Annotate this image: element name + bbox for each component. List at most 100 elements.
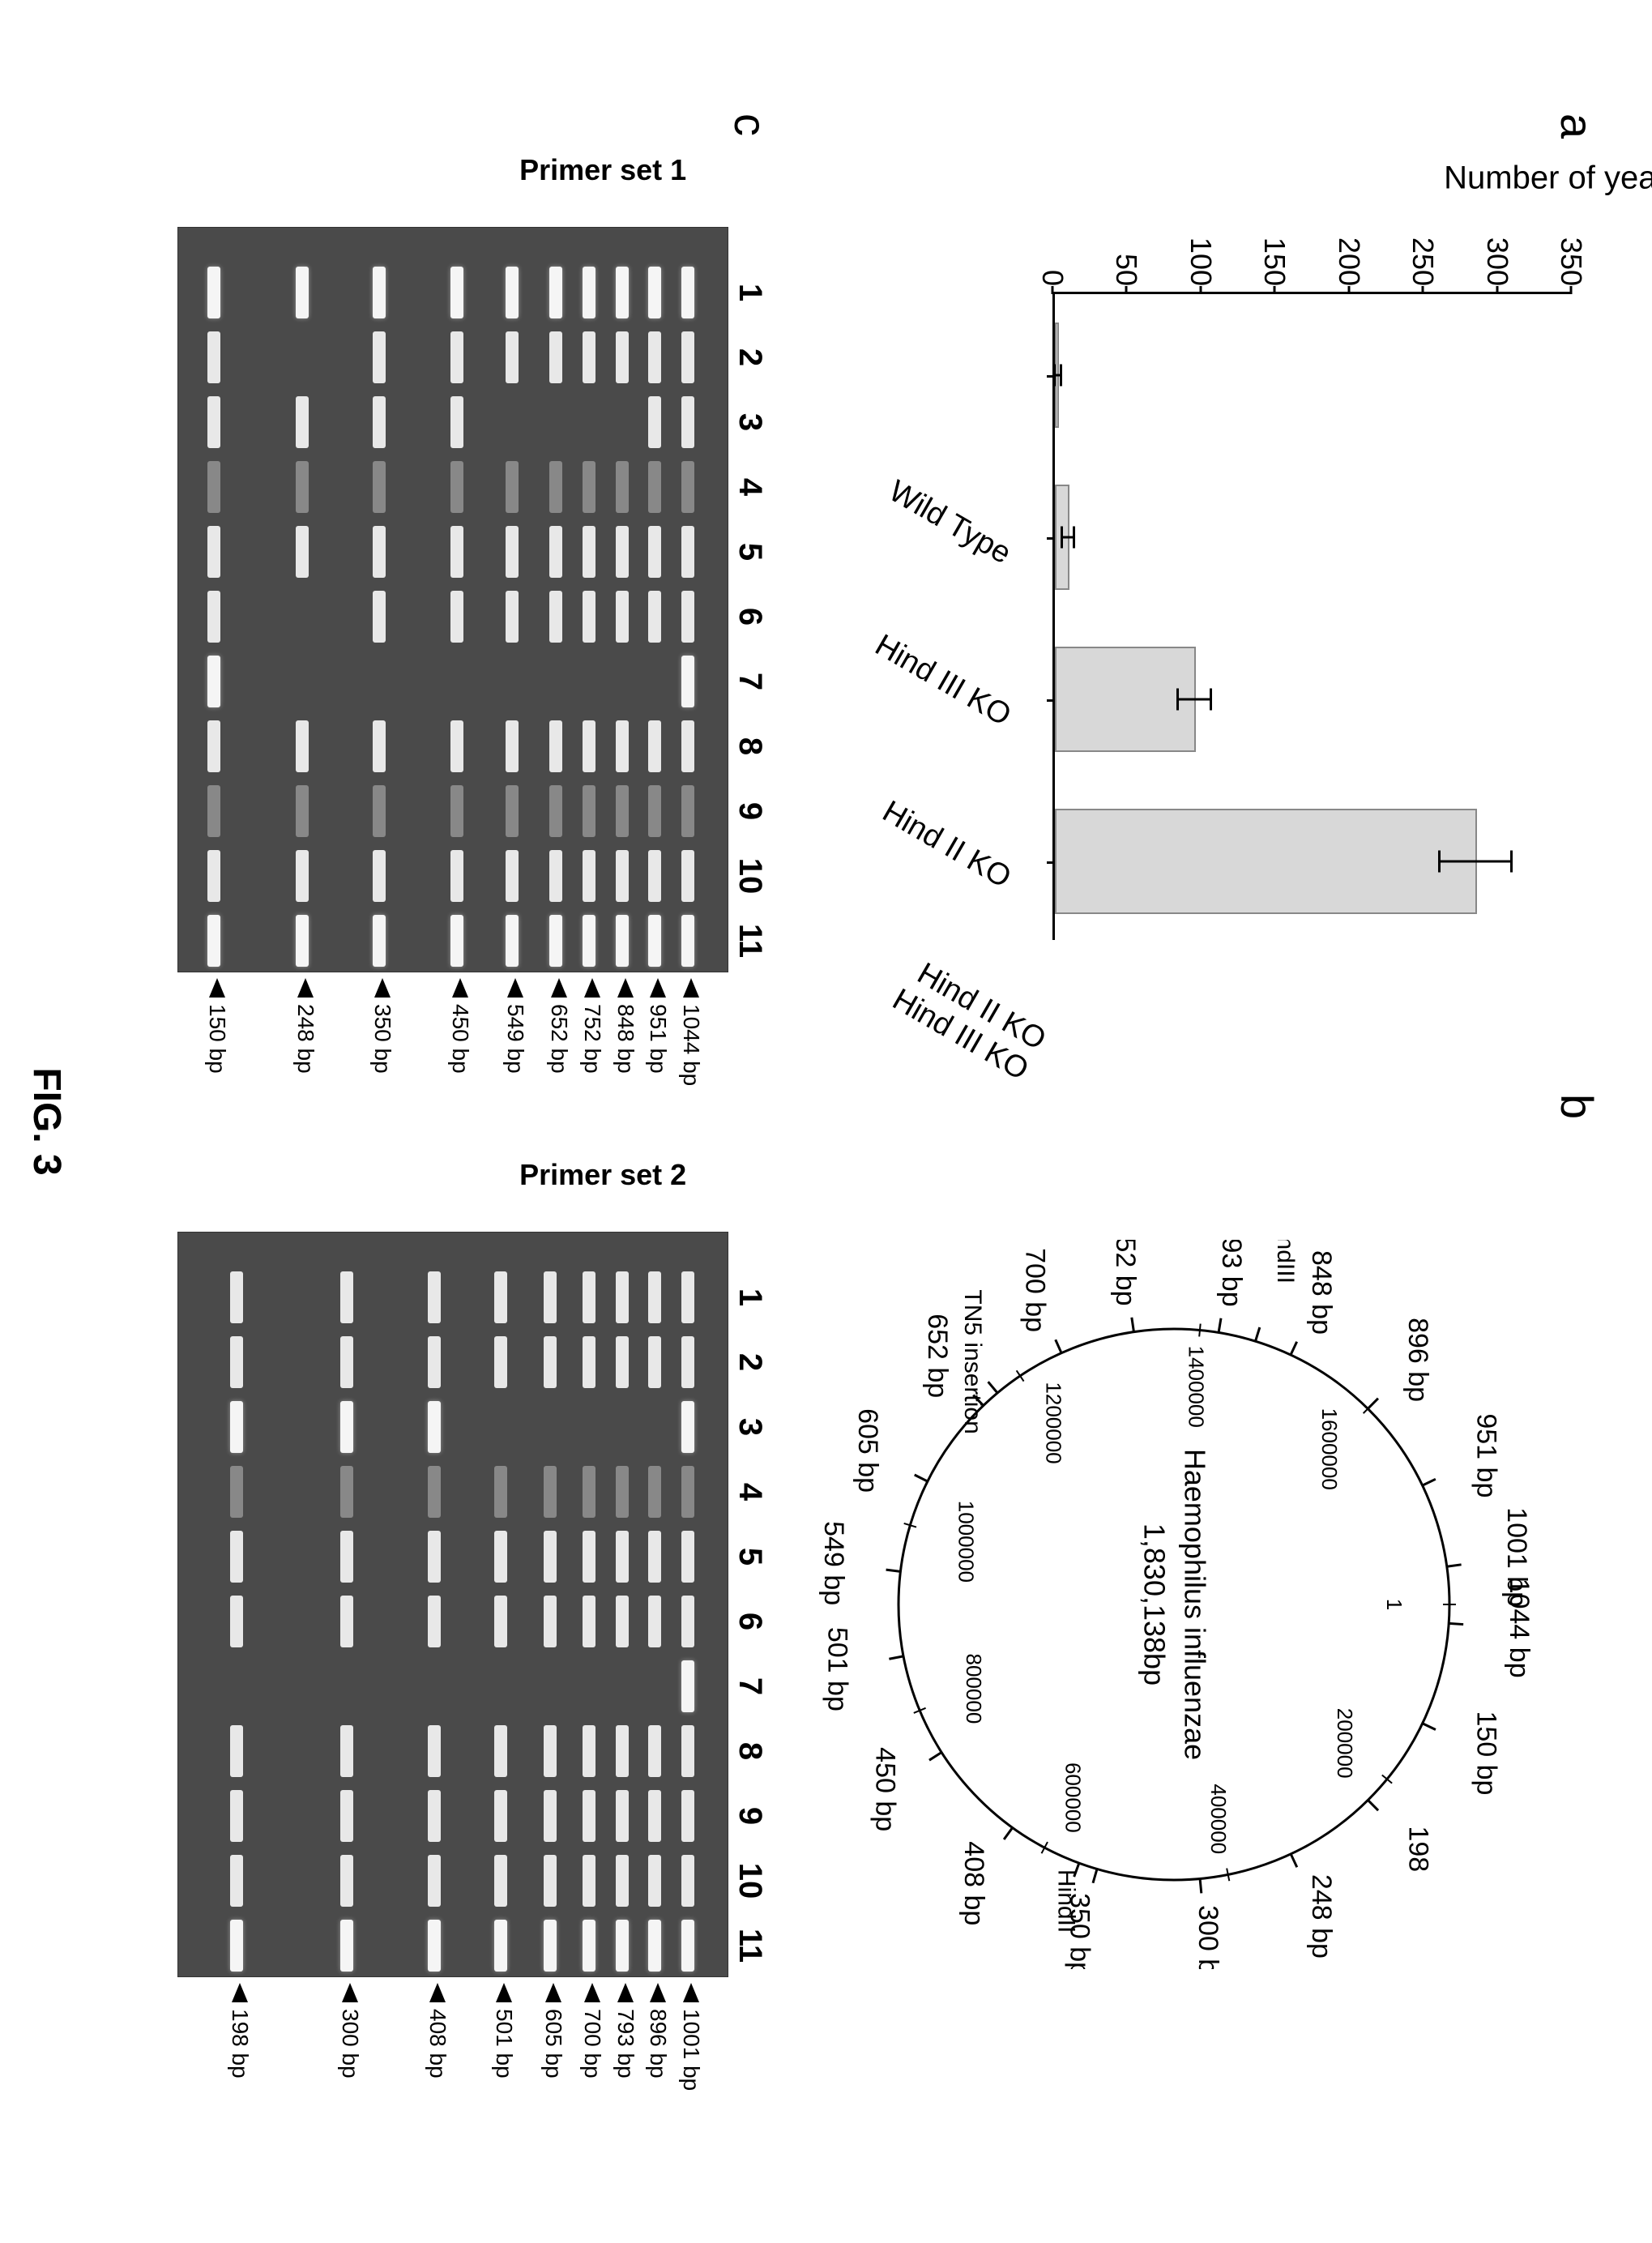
gel-band (648, 1466, 661, 1518)
arrow-icon (209, 978, 225, 998)
gel-band (681, 656, 694, 707)
outer-marker-label: 501 bp (822, 1627, 853, 1711)
y-tick-mark (1274, 286, 1276, 294)
arrow-icon (617, 1983, 634, 2002)
gel-band (681, 331, 694, 383)
gel-band (648, 1920, 661, 1972)
gel-band (207, 331, 220, 383)
error-bar (1438, 861, 1512, 863)
lane-number: 1 (732, 1288, 768, 1306)
y-tick-label: 100 (1184, 229, 1218, 286)
gel-band (681, 1660, 694, 1712)
ladder-label: 408 bp (425, 1983, 450, 2079)
arrow-icon (297, 978, 314, 998)
outer-marker-label: TN5 insertion (959, 1289, 986, 1433)
gel-band (681, 461, 694, 513)
ladder-label: 501 bp (491, 1983, 517, 2079)
gel-band (506, 915, 519, 967)
ladder-text: 350 bp (369, 1004, 395, 1074)
gel-band (207, 785, 220, 837)
gel-band (549, 720, 562, 772)
outer-marker-label: 896 bp (1402, 1318, 1433, 1402)
lane-number: 7 (732, 1677, 768, 1695)
gel-band (583, 785, 595, 837)
gel-band (549, 850, 562, 902)
x-tick-label: Hind II KOHind III KO (806, 906, 1052, 1087)
gel-band (494, 1725, 507, 1777)
gel-1: 12345678910111044 bp951 bp848 bp752 bp65… (177, 227, 728, 972)
y-axis-label: Number of yeast colonies (1444, 160, 1652, 197)
outer-marker-label: HindII (1053, 1869, 1080, 1933)
gel-band (296, 396, 309, 448)
gel-band (230, 1920, 243, 1972)
gel-band (583, 461, 595, 513)
gel-band (616, 720, 629, 772)
gel-band (681, 267, 694, 318)
ladder-label: 549 bp (502, 978, 528, 1074)
gel-band (506, 591, 519, 643)
inner-tick-label: 200000 (1333, 1708, 1357, 1779)
gel-band (340, 1920, 353, 1972)
gel-band (681, 396, 694, 448)
x-tick-mark (1047, 861, 1055, 864)
gel-band (616, 850, 629, 902)
arrow-icon (584, 978, 600, 998)
outer-marker-label: 150 bp (1471, 1711, 1501, 1795)
y-tick-label: 250 (1406, 229, 1440, 286)
ladder-label: 896 bp (645, 1983, 671, 2079)
outer-marker-label: 1001 bp (1501, 1507, 1532, 1607)
gel-band (544, 1596, 557, 1647)
gel-band (616, 1790, 629, 1842)
y-tick-mark (1125, 286, 1128, 294)
ladder-label: 300 bp (337, 1983, 363, 2079)
error-bar (1176, 699, 1212, 701)
arrow-icon (232, 1983, 248, 2002)
outer-marker-label: 848 bp (1306, 1250, 1337, 1335)
lane-number: 4 (732, 1483, 768, 1501)
gel-band (583, 850, 595, 902)
gel-band (428, 1531, 441, 1583)
bar (1055, 323, 1059, 428)
x-tick-mark (1047, 537, 1055, 540)
gel-band (616, 1271, 629, 1323)
gel-band (373, 850, 386, 902)
arrow-icon (507, 978, 523, 998)
gel-band (583, 1855, 595, 1907)
gel-band (340, 1271, 353, 1323)
gel-band (549, 461, 562, 513)
ladder-label: 605 bp (540, 1983, 566, 2079)
gel-band (494, 1466, 507, 1518)
gel-band (616, 785, 629, 837)
gel-band (428, 1271, 441, 1323)
gel-band (296, 915, 309, 967)
gel-band (450, 331, 463, 383)
outer-marker-label: 198 (1402, 1826, 1433, 1872)
lane-number: 10 (732, 858, 768, 895)
gel-band (230, 1531, 243, 1583)
gel-band (681, 720, 694, 772)
y-tick-mark (1199, 286, 1202, 294)
gel-band (450, 526, 463, 578)
y-tick-mark (1496, 286, 1498, 294)
gel-band (450, 785, 463, 837)
arrow-icon (545, 1983, 561, 2002)
gel-band (450, 915, 463, 967)
ladder-label: 752 bp (579, 978, 605, 1074)
lane-number: 6 (732, 608, 768, 626)
lane-number: 4 (732, 478, 768, 496)
gel-band (616, 267, 629, 318)
inner-tick-label: 1400000 (1184, 1346, 1208, 1428)
gel-band (207, 526, 220, 578)
gel-band (648, 1336, 661, 1388)
gel-band (373, 915, 386, 967)
outer-marker-label: 248 bp (1306, 1874, 1337, 1959)
gel-band (207, 850, 220, 902)
gel-band (648, 1725, 661, 1777)
gel-band (681, 526, 694, 578)
gel-band (681, 1466, 694, 1518)
gel-band (207, 591, 220, 643)
gel-band (616, 331, 629, 383)
gel-band (583, 1920, 595, 1972)
ladder-text: 300 bp (337, 2009, 363, 2079)
gel-band (428, 1920, 441, 1972)
